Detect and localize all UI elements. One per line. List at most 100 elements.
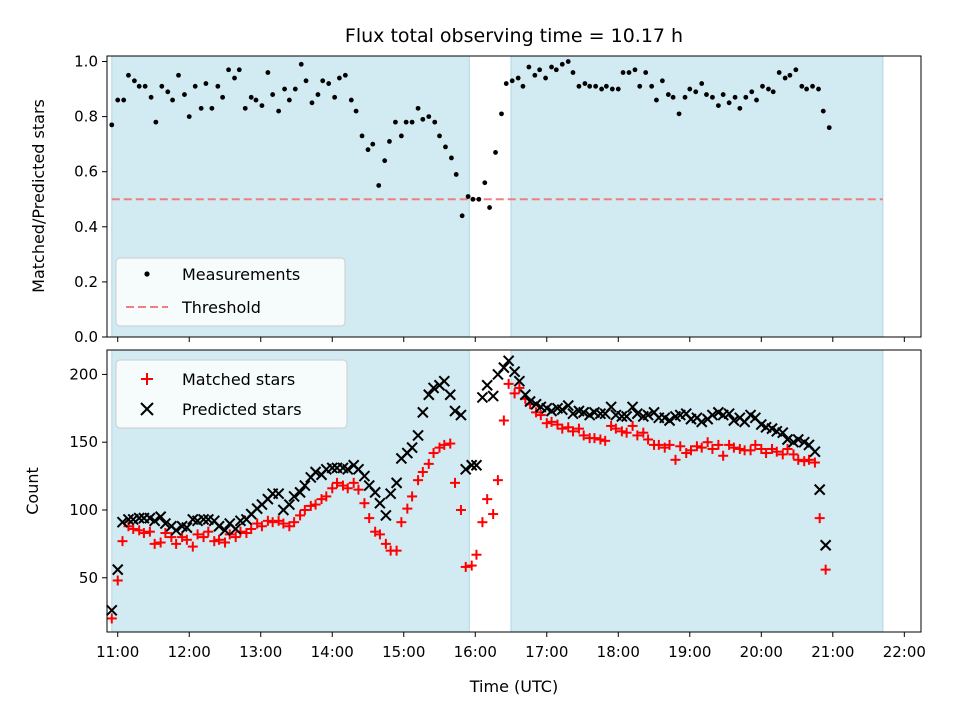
predicted-star-point xyxy=(148,515,161,527)
measurement-point xyxy=(203,81,209,86)
measurement-point xyxy=(776,70,782,75)
matched-star-point xyxy=(610,423,621,434)
measurement-point xyxy=(153,119,159,125)
ratio-y-tick-label: 0.2 xyxy=(74,273,98,291)
predicted-star-point xyxy=(567,408,579,420)
measurement-point xyxy=(570,70,576,75)
ratio-x-ticks xyxy=(117,337,905,342)
measurement-point xyxy=(186,114,192,120)
measurement-point xyxy=(537,67,543,73)
matched-star-point xyxy=(734,443,745,454)
matched-star-point xyxy=(777,449,788,460)
matched-star-point xyxy=(198,532,209,543)
measurement-points xyxy=(109,59,832,219)
matched-star-point xyxy=(380,538,391,549)
predicted-star-point xyxy=(390,477,403,489)
matched-star-point xyxy=(702,437,713,448)
matched-stars-points xyxy=(106,378,831,624)
count-y-tick-label: 150 xyxy=(69,433,98,451)
predicted-star-point xyxy=(181,521,193,534)
matched-star-point xyxy=(638,427,649,438)
predicted-star-point xyxy=(358,470,371,482)
ratio-y-ticks: 0.0 0.2 0.4 0.6 0.8 1.0 xyxy=(74,53,107,346)
measurement-point xyxy=(754,97,759,103)
matched-star-point xyxy=(203,526,214,537)
measurement-point xyxy=(320,78,326,84)
predicted-star-point xyxy=(626,401,639,413)
measurement-point xyxy=(298,61,304,67)
predicted-star-point xyxy=(133,512,145,524)
measurement-point xyxy=(470,196,476,202)
chart-title: Flux total observing time = 10.17 h xyxy=(345,25,683,47)
matched-star-point xyxy=(728,442,739,453)
matched-star-point xyxy=(149,538,160,549)
x-tick-label: 11:00 xyxy=(96,643,139,661)
measurement-point xyxy=(820,108,826,114)
measurement-point xyxy=(437,133,442,139)
x-tick-label: 16:00 xyxy=(454,643,497,661)
measurement-point xyxy=(587,83,593,89)
measurement-point xyxy=(393,119,398,125)
measurement-point xyxy=(704,92,709,97)
measurement-point xyxy=(487,205,492,210)
measurement-point xyxy=(409,119,415,125)
matched-star-point xyxy=(578,430,589,441)
measurements-legend-marker xyxy=(144,271,150,277)
predicted-star-point xyxy=(213,520,225,532)
count-panel: 50 100 150 200 11:00 12:00 13:00 14:00 15:00 16:… xyxy=(23,349,926,696)
measurement-point xyxy=(476,196,482,202)
predicted-star-point xyxy=(116,516,129,528)
measurement-point xyxy=(132,78,137,84)
measurement-point xyxy=(276,108,282,114)
measurement-point xyxy=(192,83,198,89)
predicted-stars-points xyxy=(106,355,832,617)
measurement-point xyxy=(236,67,242,73)
matched-star-point xyxy=(600,435,611,446)
matched-star-point xyxy=(675,441,686,452)
matched-star-point xyxy=(112,575,123,586)
count-axes-frame xyxy=(106,349,922,633)
measurement-point xyxy=(209,105,215,111)
ratio-y-tick-label: 0.0 xyxy=(74,328,98,346)
matched-star-point xyxy=(138,528,149,539)
predicted-star-point xyxy=(556,403,568,416)
measurement-point xyxy=(615,86,621,92)
predicted-star-point xyxy=(781,433,794,446)
measurement-point xyxy=(599,86,604,92)
measurement-point xyxy=(359,133,365,139)
predicted-star-point xyxy=(112,563,124,576)
measurement-point xyxy=(526,64,532,70)
measurement-point xyxy=(165,89,171,95)
measurement-point xyxy=(121,97,127,103)
matched-star-point xyxy=(573,423,584,434)
matched-star-point xyxy=(691,441,702,452)
measurement-point xyxy=(242,105,248,111)
measurement-point xyxy=(826,125,832,131)
measurement-point xyxy=(459,213,465,219)
predicted-star-point xyxy=(723,408,735,420)
predicted-star-point xyxy=(809,445,821,458)
matched-star-point xyxy=(417,467,428,478)
predicted-star-point xyxy=(342,463,354,476)
matched-star-point xyxy=(299,504,310,515)
measurement-point xyxy=(499,111,504,117)
measurement-point xyxy=(370,141,376,147)
predicted-star-point xyxy=(487,390,499,402)
measurement-point xyxy=(136,83,142,89)
matched-star-point xyxy=(214,534,225,545)
x-tick-label: 12:00 xyxy=(168,643,211,661)
x-tick-label: 21:00 xyxy=(811,643,854,661)
matched-star-point xyxy=(788,449,799,460)
measurement-point xyxy=(376,183,382,188)
predicted-star-point xyxy=(777,426,789,439)
count-legend-box xyxy=(115,359,348,429)
measurement-point xyxy=(659,78,665,84)
matched-star-point xyxy=(445,438,456,449)
predicted-star-point xyxy=(294,486,306,499)
measurement-point xyxy=(420,116,426,122)
matched-legend-marker xyxy=(141,373,153,385)
measurement-point xyxy=(637,83,643,89)
measurement-point xyxy=(348,97,354,103)
matched-star-point xyxy=(509,388,520,399)
matched-star-point xyxy=(413,475,424,486)
